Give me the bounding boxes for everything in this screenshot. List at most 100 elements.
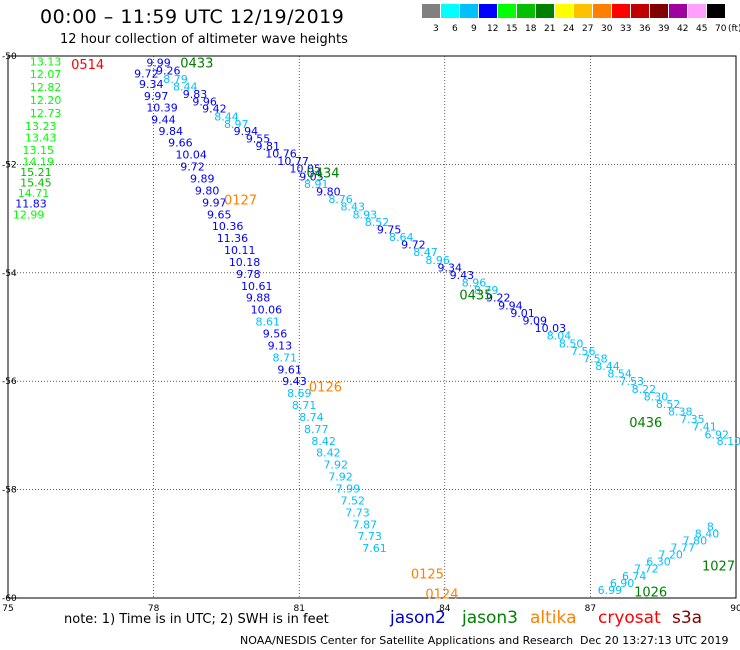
wave-height-value: 9.34 [139,78,164,91]
wave-height-value: 9.80 [195,184,220,197]
scale-label: 9 [471,24,477,34]
color-swatch [479,4,498,18]
wave-height-value: 8.42 [316,447,341,460]
wave-height-value: 10.39 [146,101,178,114]
color-swatch [707,4,726,18]
wave-height-value: 8.10 [717,435,740,448]
wave-height-value: 9.66 [168,137,193,150]
wave-height-value: 9.72 [401,239,426,252]
pass-label: 0124 [425,588,458,603]
wave-height-value: 6.92 [704,428,729,441]
x-tick-label: 78 [148,604,160,614]
wave-height-value: 12.73 [30,107,62,120]
pass-label: 1027 [702,559,735,574]
wave-height-value: 9.84 [158,125,183,138]
footer-note: note: 1) Time is in UTC; 2) SWH is in fe… [64,612,329,627]
wave-height-value: 8.71 [292,399,317,412]
satellite-jason3: jason3 [462,608,518,628]
wave-height-value: 8.42 [311,435,336,448]
wave-height-value: 8.76 [328,193,353,206]
wave-height-value: 15.45 [20,176,51,189]
satellite-altika: altika [530,608,577,628]
wave-height-value: 8.38 [668,406,693,419]
wave-height-value: 7.73 [357,530,382,543]
wave-height-value: 8.40 [695,528,720,541]
wave-height-value: 9.81 [256,140,281,153]
wave-height-value: 9.44 [151,113,176,126]
wave-height-value: 7.80 [683,535,708,548]
wave-height-value: 9.55 [246,132,271,145]
scale-label: 30 [601,24,613,34]
wave-height-value: 6.74 [622,570,647,583]
wave-height-value: 9.80 [316,186,341,199]
wave-height-value: 9.56 [263,328,288,341]
satellite-jason2: jason2 [390,608,446,628]
wave-height-value: 8.71 [273,351,298,364]
map-frame [7,55,737,599]
generated-timestamp: Dec 20 13:27:13 UTC 2019 [580,634,729,647]
wave-height-value: 9.43 [450,269,475,282]
wave-height-value: 9.97 [202,196,227,209]
wave-height-value: 7.73 [345,506,370,519]
wave-height-value: 9.78 [236,268,261,281]
wave-height-value: 12.99 [13,208,45,221]
wave-height-value: 7.52 [340,494,365,507]
wave-height-value: 7.41 [692,421,717,434]
wave-height-value: 10.03 [535,322,567,335]
x-tick-label: 81 [293,604,304,614]
wave-height-value: 10.77 [277,155,309,168]
pass-label: 0433 [180,57,213,72]
scale-label: 45 [696,24,708,34]
color-swatch [460,4,479,18]
wave-height-value: 8.44 [214,111,239,124]
color-swatch [631,4,650,18]
wave-height-value: 13.13 [30,55,62,68]
satellite-s3a: s3a [672,608,703,628]
scale-label: 27 [582,24,594,34]
scale-label: 18 [525,24,537,34]
wave-height-value: 8.47 [413,246,438,259]
x-tick-label: 84 [439,604,451,614]
wave-height-value: 14.71 [18,187,49,200]
color-swatch [517,4,536,18]
pass-label: 0126 [309,381,342,396]
scale-label: 21 [544,24,556,34]
y-tick-label: -54 [2,269,17,279]
wave-height-value: 13.43 [25,131,56,144]
wave-height-value: 8.79 [474,284,499,297]
y-tick-label: -60 [2,594,17,604]
wave-height-value: 6.99 [598,584,623,597]
wave-height-value: 9.88 [246,292,271,305]
wave-height-value: 7.92 [323,459,348,472]
wave-height-value: 10.18 [229,256,261,269]
wave-height-value: 9.75 [377,223,402,236]
color-swatch [498,4,517,18]
wave-height-value: 7.35 [680,413,705,426]
wave-height-value: 6.30 [646,556,671,569]
wave-height-value: 7.87 [353,518,378,531]
wave-height-value: 8.93 [353,208,378,221]
wave-height-value: 8. [707,520,718,533]
wave-height-value: 9.22 [486,292,511,305]
wave-height-value: 10.04 [175,149,207,162]
wave-height-value: 8.97 [224,118,249,131]
wave-height-value: 10.11 [224,244,256,257]
wave-height-value: 7.20 [658,549,683,562]
color-swatch [441,4,460,18]
y-tick-label: -56 [2,377,17,387]
wave-height-value: 8.54 [607,368,632,381]
wave-height-value: 9.05 [299,170,324,183]
wave-height-value: 8.96 [462,277,487,290]
wave-height-value: 9.89 [190,172,215,185]
wave-height-value: 8.64 [389,231,414,244]
x-tick-label: 90 [730,604,740,614]
wave-height-value: 10.06 [251,304,283,317]
wave-height-value: 8.52 [365,216,390,229]
scale-label: 39 [658,24,670,34]
color-swatch [593,4,612,18]
wave-height-value: 8.69 [287,387,312,400]
wave-height-value: 9.26 [156,65,181,78]
pass-label: 0127 [224,194,257,209]
wave-height-value: 9.13 [268,339,293,352]
